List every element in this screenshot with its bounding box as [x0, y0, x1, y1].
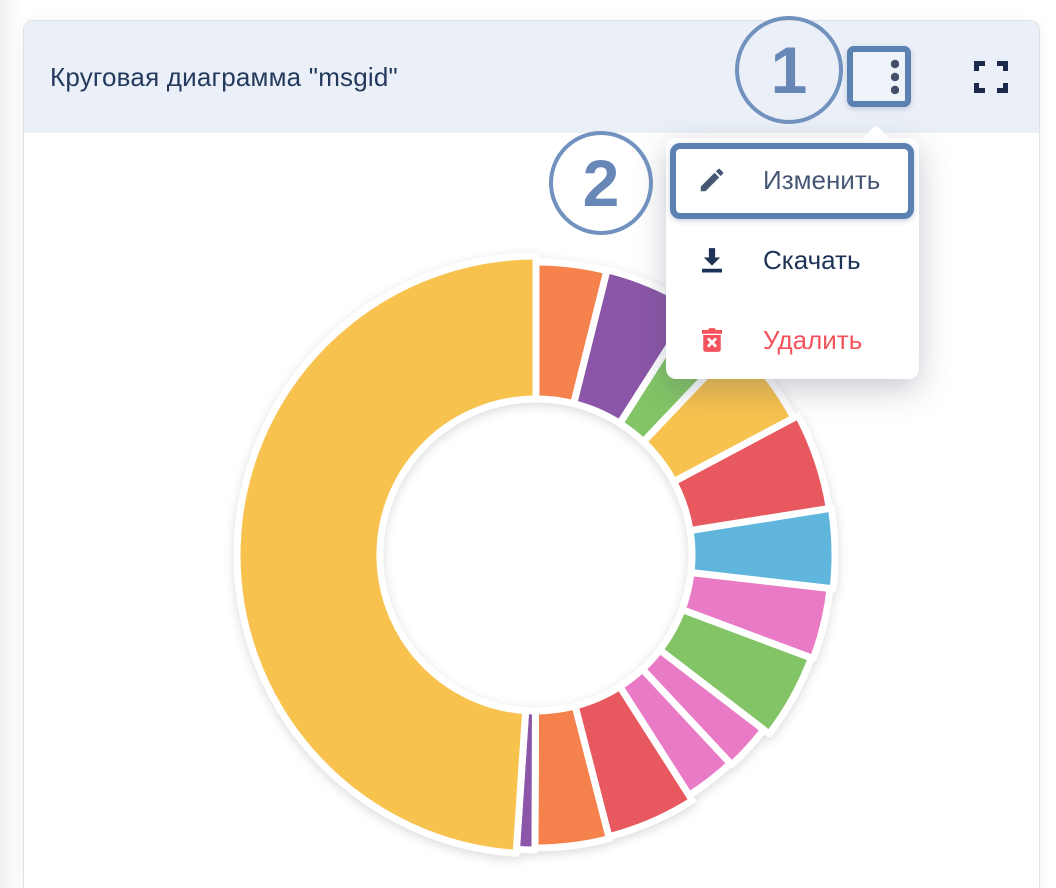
- fullscreen-button[interactable]: [969, 55, 1013, 99]
- kebab-icon: [891, 59, 899, 95]
- menu-item-edit-label: Изменить: [763, 164, 881, 195]
- widget-menu-button[interactable]: [873, 55, 917, 99]
- widget-title: Круговая диаграмма "msgid": [50, 61, 398, 92]
- pie-slice-green[interactable]: [656, 606, 815, 738]
- menu-item-delete[interactable]: Удалить: [666, 300, 919, 380]
- menu-item-download[interactable]: Скачать: [666, 220, 919, 300]
- fullscreen-icon: [974, 61, 1008, 93]
- pencil-icon: [700, 168, 724, 192]
- pie-slice-yellow[interactable]: [233, 252, 540, 857]
- page-gutter: [0, 0, 23, 888]
- menu-item-download-label: Скачать: [763, 244, 861, 275]
- menu-item-delete-label: Удалить: [763, 324, 863, 355]
- context-menu: Изменить Скачать Удалить: [666, 124, 919, 380]
- widget-header: Круговая диаграмма "msgid": [24, 21, 1039, 133]
- trash-icon: [702, 328, 722, 352]
- menu-item-edit[interactable]: Изменить: [666, 140, 919, 220]
- download-icon: [702, 248, 722, 273]
- widget-header-actions: [873, 21, 1013, 133]
